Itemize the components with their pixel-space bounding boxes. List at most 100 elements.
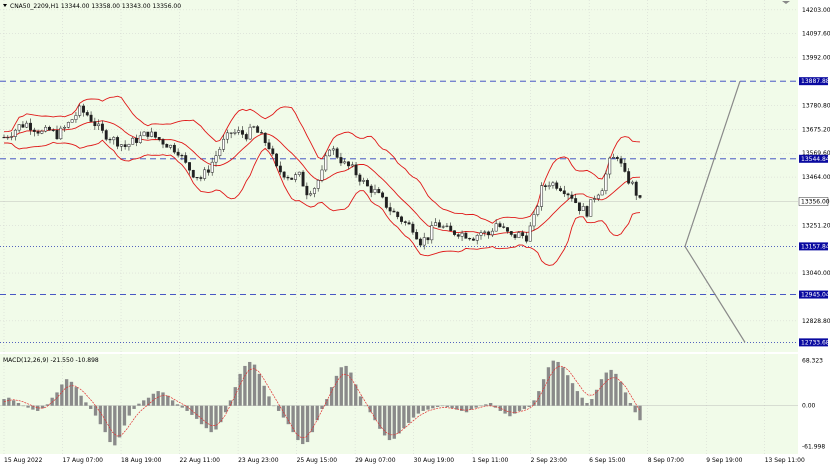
time-tick-label: 9 Sep 19:00 [706,457,742,464]
candle-body [354,164,358,176]
chart-menu-triangle-icon[interactable] [3,4,7,7]
time-tick-label: 13 Sep 11:00 [765,457,805,464]
macd-hist-bar [604,372,608,406]
macd-hist-bar [325,399,329,406]
macd-hist-bar [89,405,93,409]
candle-body [51,129,55,131]
candle-body [600,190,604,196]
macd-hist-bar [243,365,247,406]
macd-hist-bar [532,400,536,406]
candle-body [471,238,475,241]
candle-body [441,226,445,228]
macd-hist-bar [60,384,64,406]
candle-body [540,185,544,207]
candle-body [146,131,150,137]
candle-body [596,194,600,199]
candle-body [172,144,176,153]
candle-body [286,176,290,179]
candle-body [456,234,460,237]
candle-body [570,194,574,199]
price-level-badge [799,77,828,86]
macd-header: MACD(12,26,9) -21.550 -10.898 [3,357,99,364]
macd-hist-bar [233,387,237,406]
bollinger-lower [4,139,641,266]
candle-body [25,122,29,128]
macd-hist-bar [498,405,502,411]
macd-hist-bar [594,389,599,406]
macd-hist-bar [479,405,483,407]
macd-hist-bar [320,405,324,409]
candle-body [487,231,491,236]
candle-body [619,158,623,164]
candle-body [521,232,525,236]
current-price-badge [798,197,829,206]
macd-hist-bar [484,404,488,406]
candle-body [449,225,453,231]
macd-hist-bar [166,395,170,406]
macd-hist-bar [305,405,310,443]
candle-body [2,137,6,139]
macd-hist-bar [585,403,589,406]
macd-hist-bar [387,405,392,441]
macd-hist-bar [175,404,180,406]
macd-hist-bar [455,405,459,410]
candle-body [608,157,612,175]
candle-body [44,126,48,132]
macd-hist-bar [2,399,6,406]
candle-body [225,132,229,140]
time-tick-label: 30 Aug 19:00 [414,457,455,464]
candle-body [59,127,63,140]
price-level-label: 12733.68 [801,339,830,346]
candle-body [40,130,44,134]
candle-body [271,148,275,155]
time-tick-label: 18 Aug 19:00 [121,457,162,464]
macd-hist-bar [561,367,565,406]
price-tick-label: 13992.00 [802,55,830,62]
macd-hist-bar [349,372,353,406]
candle-body [627,171,631,184]
candle-body [301,171,305,187]
macd-hist-bar [7,397,11,406]
macd-hist-bar [580,397,584,406]
candle-body [123,144,127,147]
candle-body [275,153,279,167]
candle-body [369,185,373,193]
macd-hist-bar [488,403,493,406]
candle-body [498,223,502,227]
macd-panel [0,354,798,454]
macd-hist-bar [276,405,281,411]
candle-body [127,144,131,147]
macd-hist-bar [566,375,570,406]
candles [2,103,642,250]
macd-tick-label: -61.998 [802,444,825,451]
candle-body [574,198,578,203]
macd-hist-bar [252,364,257,406]
candle-body [543,185,547,187]
macd-hist-bar [223,405,228,413]
candle-body [85,112,89,116]
candle-body [74,115,78,120]
projection-lines [684,80,746,343]
macd-hist-bar [614,373,618,406]
candle-body [517,232,521,238]
price-tick-label: 13675.20 [802,126,830,133]
macd-hist-bar [64,379,69,406]
macd-tick-label: 0.00 [802,403,816,410]
macd-hist-bar [503,405,507,414]
price-tick-label: 13251.20 [802,222,830,229]
candle-body [252,126,256,128]
candle-body [339,157,343,164]
macd-hist-bar [214,405,218,430]
candle-body [203,169,207,179]
price-level-label: 13887.88 [801,78,830,85]
price-level-label: 12945.04 [801,292,830,299]
symbol-header: CNA50_2209,H1 13344.00 13358.00 13343.00… [10,3,181,10]
candle-body [403,221,407,223]
candle-body [547,185,551,187]
candle-body [388,207,392,212]
macd-hist-bar [132,405,136,409]
price-level-badge [799,338,828,347]
candle-body [400,216,403,222]
macd-hist-bar [392,405,396,439]
